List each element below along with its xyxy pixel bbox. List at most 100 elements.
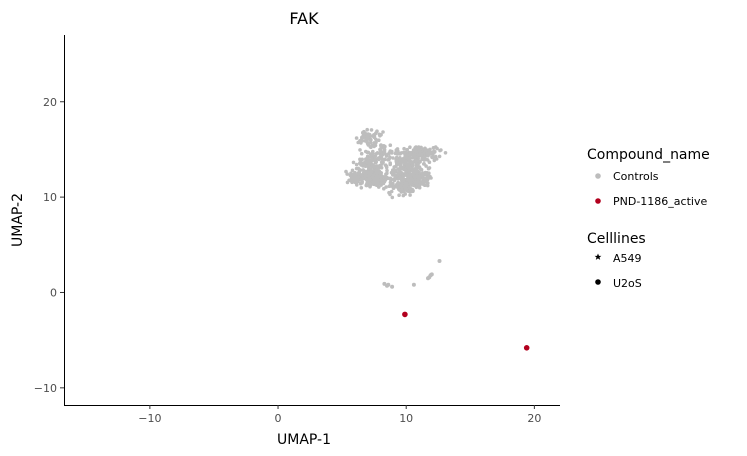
data-point [367,170,371,174]
legend-key-a549-star-icon [594,253,602,260]
data-point [386,158,390,162]
data-point [366,156,371,160]
data-point [401,176,406,181]
data-point [402,167,406,172]
data-point [396,151,401,155]
data-point [432,158,437,163]
data-point [359,141,363,145]
data-point [354,162,359,167]
data-point [433,145,438,149]
data-point [424,176,429,180]
data-point [363,174,367,179]
data-point [405,162,409,167]
data-point [392,184,396,188]
data-point [425,151,430,156]
data-point [407,156,412,161]
data-point [385,283,389,288]
data-point [416,164,420,168]
data-point [406,174,410,178]
data-point [401,159,406,164]
data-point [398,156,402,160]
data-point [396,171,401,175]
data-point [390,195,395,200]
data-point [388,149,393,153]
data-point [384,185,388,189]
data-point [408,193,412,197]
data-point [377,138,381,142]
data-point [380,157,385,161]
data-point [388,155,392,159]
data-point [354,181,359,185]
data-point [347,178,351,183]
points-layer [344,127,530,351]
data-point [424,164,428,168]
x-tick-label: 10 [399,412,413,425]
data-point [384,172,388,176]
data-point [374,137,378,142]
data-point [398,176,403,180]
data-point [388,183,393,187]
data-point [427,166,432,170]
y-ticks: −10 0 10 20 [34,96,64,395]
data-point [371,134,375,138]
data-point [523,345,530,351]
data-point [357,171,362,175]
data-point [383,163,388,167]
data-point [383,144,387,149]
data-point [358,168,363,172]
data-point [409,181,413,185]
data-point [374,160,379,164]
data-point [403,172,408,177]
data-point [369,128,374,132]
data-point [443,151,448,155]
data-point [385,168,389,173]
x-ticks: −10 0 10 20 [138,405,541,425]
data-point [410,163,415,167]
legend-key-u2os-circle-icon [595,279,601,285]
data-point [351,173,355,178]
data-point [353,174,358,178]
data-point [428,151,432,156]
data-point [421,171,426,176]
data-point [368,141,373,145]
data-point [431,155,435,160]
data-point [407,178,412,182]
data-point [409,189,414,194]
legend-title-compound: Compound_name [587,147,710,163]
data-point [397,168,402,172]
data-point [366,137,370,141]
data-point [395,182,399,186]
data-point [405,147,410,152]
data-point [425,183,430,188]
legend-title-celllines: Celllines [587,231,646,247]
data-point [371,151,375,156]
data-point [411,282,416,287]
data-point [425,180,430,185]
data-point [397,193,401,197]
data-point [350,177,355,182]
data-point [427,176,432,180]
legend-label-u2os: U2oS [613,277,642,290]
data-point [367,161,372,166]
data-point [388,162,393,167]
x-tick-label: 0 [275,412,282,425]
data-point [382,149,387,153]
data-point [393,174,398,179]
data-point [354,136,359,140]
legend-key-pnd1186 [595,198,601,204]
data-point [370,182,375,186]
chart-title: FAK [289,9,319,28]
data-point [408,161,412,165]
data-point [423,146,427,151]
data-point [432,150,437,154]
data-point [364,177,369,182]
legend-key-controls [595,173,601,179]
data-point [372,144,376,149]
legend-label-a549: A549 [613,252,642,265]
data-point [428,147,432,152]
data-point [379,143,383,148]
data-point [437,259,442,263]
data-point [414,159,418,163]
data-point [383,152,388,156]
data-point [392,165,397,169]
